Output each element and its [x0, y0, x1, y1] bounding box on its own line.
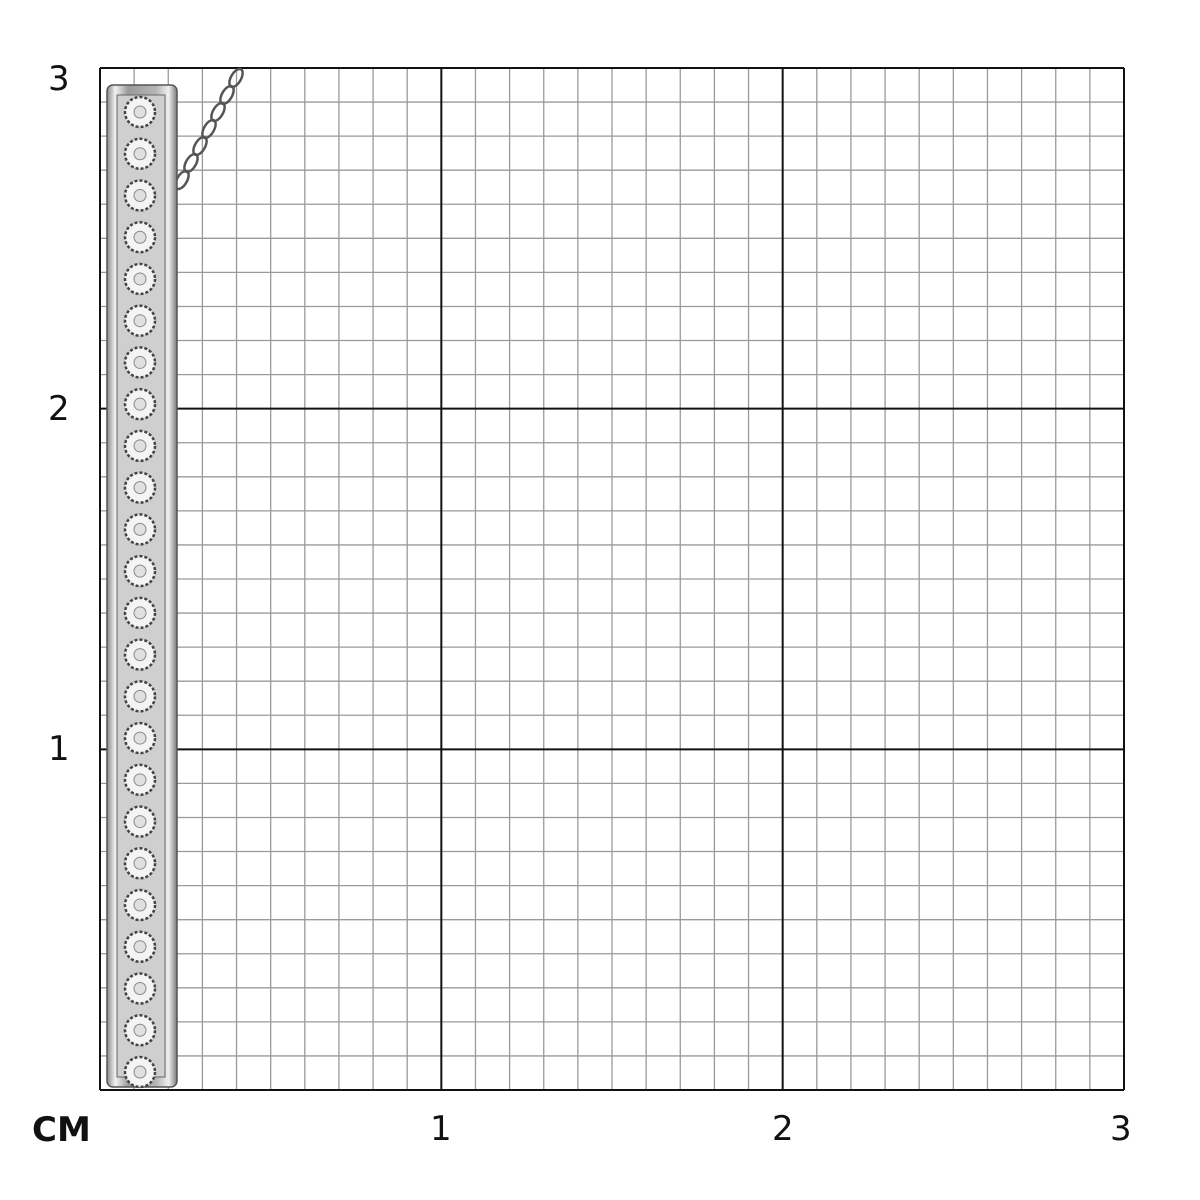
stone-facet — [133, 147, 147, 161]
stone-facet — [133, 815, 147, 829]
stone-facet — [133, 397, 147, 411]
y-tick-2: 2 — [48, 389, 70, 429]
stone-facet — [133, 856, 147, 870]
stone-facet — [133, 272, 147, 286]
stone-facet — [133, 1023, 147, 1037]
stone-facet — [133, 1065, 147, 1079]
pendant-image — [106, 67, 244, 1089]
stone-facet — [133, 314, 147, 328]
stone-facet — [133, 105, 147, 119]
stone-facet — [133, 689, 147, 703]
stone-facet — [133, 230, 147, 244]
stone-facet — [133, 481, 147, 495]
x-tick-3: 3 — [1110, 1109, 1132, 1149]
stone-facet — [133, 982, 147, 996]
stone-facet — [133, 564, 147, 578]
minor-gridlines — [100, 68, 1124, 1090]
y-tick-3: 3 — [48, 59, 70, 99]
stone-facet — [133, 188, 147, 202]
unit-label: CM — [32, 1110, 91, 1150]
major-gridlines — [99, 67, 1125, 1091]
stone-facet — [133, 355, 147, 369]
stone-facet — [133, 606, 147, 620]
stone-facet — [133, 773, 147, 787]
x-tick-2: 2 — [772, 1109, 794, 1149]
stone-facet — [133, 648, 147, 662]
x-tick-1: 1 — [430, 1109, 452, 1149]
stone-facet — [133, 439, 147, 453]
stone-facet — [133, 898, 147, 912]
stone-facet — [133, 940, 147, 954]
stone-facet — [133, 731, 147, 745]
y-tick-1: 1 — [48, 729, 70, 769]
stone-facet — [133, 522, 147, 536]
chain-link — [228, 67, 244, 89]
